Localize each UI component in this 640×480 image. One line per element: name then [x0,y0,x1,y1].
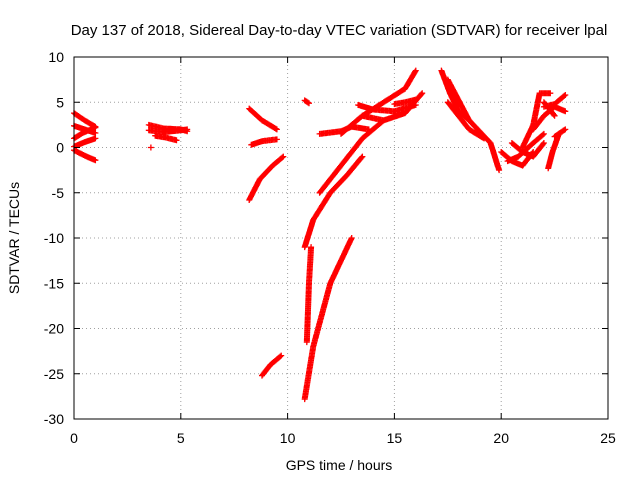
y-tick-label: 0 [56,140,64,156]
axis-ticks [73,56,609,420]
y-tick-label: -30 [44,411,64,427]
series-markers [246,153,287,203]
series-arc-d2 [301,153,366,251]
series-markers [248,136,280,148]
y-axis-label: SDTVAR / TECUs [6,182,22,294]
series-markers [71,147,99,164]
x-axis-label: GPS time / hours [286,457,393,473]
series-markers [246,105,280,133]
y-tick-label: -25 [44,366,64,382]
x-tick-label: 20 [493,430,509,446]
series-arc-c1 [246,105,280,133]
series-markers [301,97,312,107]
series-markers [145,126,191,136]
series-markers [508,140,547,160]
series-markers [444,99,488,142]
series-arc-g7 [545,130,562,172]
chart-title: Day 137 of 2018, Sidereal Day-to-day VTE… [71,22,608,39]
series-arc-g4 [519,90,554,151]
x-tick-label: 25 [600,430,616,446]
series-markers [551,126,569,140]
series-markers [545,130,562,172]
series-markers [301,235,355,403]
series-markers [316,117,387,196]
y-tick-label: -5 [52,185,65,201]
series-arc-g9 [551,126,569,140]
series-arc-b4 [147,144,154,151]
series-arc-d1 [301,97,312,107]
series-markers [338,67,419,137]
series-arc-f3 [444,99,488,142]
series-markers [303,244,315,346]
series-arc-d6 [316,117,387,196]
x-tick-label: 5 [177,430,185,446]
series-markers [391,96,419,108]
series-arc-g8 [540,99,558,119]
series-arc-d3 [301,235,355,403]
series-arc-b2 [145,126,191,136]
grid [74,57,608,419]
series-arc-c3 [248,136,280,148]
series-arc-c2 [246,153,287,203]
series-arc-f2 [444,76,503,174]
series-markers [519,90,554,151]
y-tick-label: -20 [44,321,64,337]
data-points [71,67,569,403]
series-markers [301,153,366,251]
series-markers [152,132,180,144]
series-markers [540,99,558,119]
series-arc-e1 [338,67,419,137]
series-arc-a4 [71,147,99,164]
series-markers [147,144,154,151]
series-arc-d4 [303,244,315,346]
series-markers [444,76,503,174]
tick-labels: 0 5 10 15 20 25 -30 -25 -20 -15 -10 -5 0 5 10 [44,49,616,446]
y-tick-label: 5 [56,94,64,110]
x-tick-label: 15 [387,430,403,446]
x-tick-label: 0 [70,430,78,446]
series-markers [259,352,285,379]
series-arc-e3 [355,102,419,115]
series-arc-e4 [391,96,419,108]
y-tick-label: -10 [44,230,64,246]
series-arc-g3 [508,140,547,160]
x-tick-label: 10 [280,430,296,446]
series-arc-c4 [259,352,285,379]
series-arc-b3 [152,132,180,144]
y-tick-label: 10 [48,49,64,65]
series-markers [355,102,419,115]
y-tick-label: -15 [44,275,64,291]
